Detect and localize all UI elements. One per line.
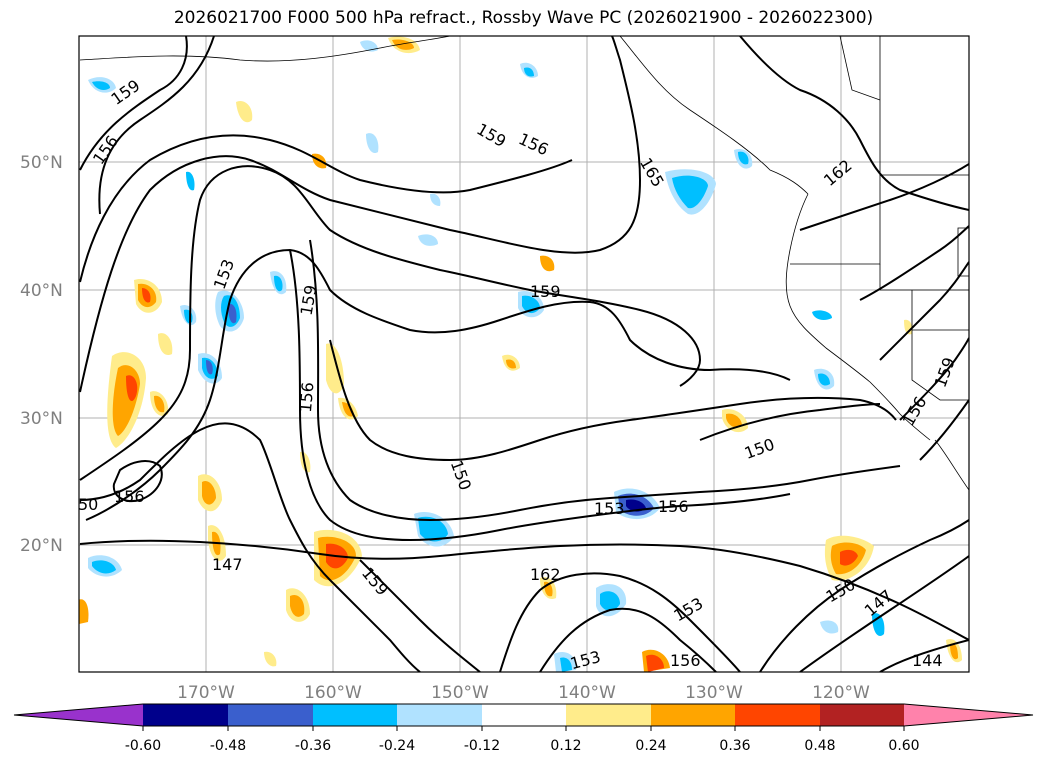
colorbar-segment — [397, 704, 482, 726]
contour-label: 156 — [658, 497, 689, 516]
colorbar-segment — [228, 704, 313, 726]
colorbar-tick-label: -0.24 — [379, 738, 415, 754]
colorbar: -0.60 -0.48 -0.36 -0.24 -0.12 0.12 0.24 … — [14, 704, 1033, 754]
colorbar-segment — [313, 704, 397, 726]
contour-label: 147 — [212, 555, 243, 574]
contour-label: 144 — [912, 651, 943, 670]
longitude-labels: 170°W 160°W 150°W 140°W 130°W 120°W — [177, 683, 870, 703]
lat-label-50n: 50°N — [20, 153, 63, 173]
contour-label: 50 — [78, 495, 98, 514]
colorbar-segment — [482, 704, 566, 726]
contour-label: 156 — [670, 651, 701, 670]
lat-label-40n: 40°N — [20, 281, 63, 301]
colorbar-segment — [143, 704, 228, 726]
colorbar-segment — [735, 704, 820, 726]
lon-label-160w: 160°W — [304, 683, 362, 703]
lon-label-150w: 150°W — [431, 683, 489, 703]
latitude-labels: 50°N 40°N 30°N 20°N — [20, 153, 63, 556]
colorbar-tick-label: -0.36 — [295, 738, 331, 754]
colorbar-tick-label: -0.12 — [464, 738, 500, 754]
colorbar-tick-label: 0.48 — [804, 738, 835, 754]
colorbar-segment — [14, 704, 143, 726]
contour-label: 162 — [530, 565, 561, 584]
colorbar-tick-label: 0.12 — [550, 738, 581, 754]
colorbar-segment — [904, 704, 1033, 726]
colorbar-segment — [651, 704, 735, 726]
colorbar-segment — [820, 704, 904, 726]
colorbar-tick-label: -0.60 — [125, 738, 161, 754]
contour-label: 159 — [530, 282, 561, 301]
lon-label-170w: 170°W — [177, 683, 235, 703]
contour-label: 153 — [594, 499, 625, 518]
colorbar-segment — [566, 704, 651, 726]
contour-label: 156 — [296, 381, 318, 413]
lat-label-30n: 30°N — [20, 409, 63, 429]
lon-label-140w: 140°W — [558, 683, 616, 703]
colorbar-tick-label: -0.48 — [210, 738, 246, 754]
lat-label-20n: 20°N — [20, 536, 63, 556]
lon-label-120w: 120°W — [812, 683, 870, 703]
colorbar-tick-label: 0.60 — [888, 738, 919, 754]
contour-label: 156 — [114, 487, 145, 506]
colorbar-tick-label: 0.24 — [635, 738, 666, 754]
colorbar-tick-label: 0.36 — [719, 738, 750, 754]
lon-label-130w: 130°W — [685, 683, 743, 703]
